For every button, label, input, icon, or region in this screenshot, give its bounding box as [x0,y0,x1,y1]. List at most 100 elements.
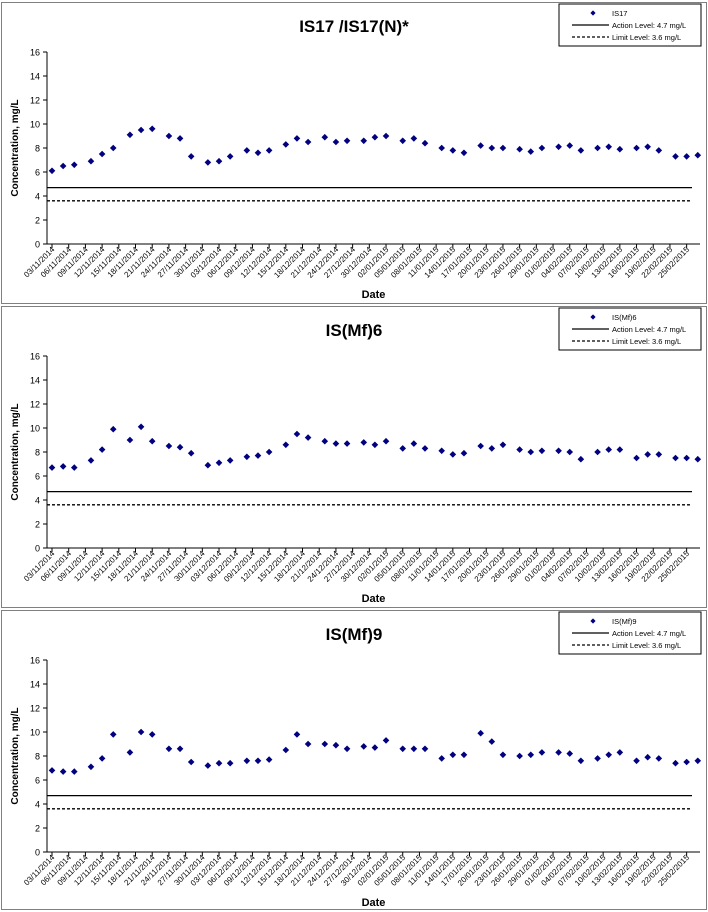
x-axis-title: Date [362,289,386,301]
legend-series-label: IS(Mf)9 [612,617,637,626]
data-point [109,425,117,433]
data-point [410,135,418,142]
legend-limit-label: Limit Level: 3.6 mg/L [612,337,681,346]
data-point [293,135,301,142]
data-point [516,446,523,453]
data-point [293,430,301,438]
data-point [321,133,329,141]
data-point [477,729,484,737]
data-point [59,768,67,775]
y-tick-label: 12 [30,400,40,410]
data-point [538,144,546,152]
data-point [421,139,429,147]
y-tick-label: 8 [35,752,40,762]
data-point [555,447,562,455]
y-tick-label: 16 [30,352,40,362]
data-point [332,138,340,146]
chart-legend: IS(Mf)6 Action Level: 4.7 mg/L Limit Level… [558,307,702,351]
data-point [477,442,484,450]
data-point [148,125,156,133]
data-point [282,746,290,754]
data-point [594,448,601,456]
data-point [304,138,312,146]
y-tick-label: 0 [35,240,40,250]
data-point [176,135,184,142]
data-point [360,439,368,446]
data-point [226,153,234,160]
y-tick-label: 16 [30,48,40,58]
y-tick-label: 2 [35,824,40,834]
data-point [98,755,106,762]
data-point [488,445,496,452]
data-point [605,446,613,453]
data-point [694,455,702,463]
data-point [360,743,368,750]
data-point [672,759,679,767]
data-point [148,437,156,445]
legend-series-marker [590,618,596,624]
data-point [527,148,535,155]
chart-title: IS(Mf)6 [326,321,383,340]
legend-action-label: Action Level: 4.7 mg/L [612,21,686,30]
y-tick-label: 8 [35,144,40,154]
data-point [566,750,574,757]
data-point [527,448,535,456]
data-point [87,457,95,464]
data-point [371,441,379,449]
data-point [70,768,78,775]
data-point [633,757,640,765]
data-point [577,455,585,463]
data-point [176,745,184,753]
y-tick-label: 10 [30,120,40,130]
data-point [176,443,184,451]
data-point [215,459,223,467]
data-point [48,464,56,471]
data-point [137,423,145,431]
data-point [87,157,95,165]
y-tick-label: 10 [30,728,40,738]
data-point [655,147,663,154]
chart-title: IS17 /IS17(N)* [299,17,409,36]
legend-series-label: IS(Mf)6 [612,313,637,322]
legend-series-marker [590,10,596,16]
data-point [460,149,468,157]
data-point [204,762,212,769]
x-axis-title: Date [362,897,386,909]
data-point [683,758,690,766]
data-point [321,740,329,748]
data-point [70,464,78,471]
data-point [371,744,379,751]
data-point [137,126,145,134]
data-point [594,144,601,152]
data-point [293,731,301,738]
y-axis-title: Concentration, mg/L [10,99,21,196]
y-tick-label: 16 [30,656,40,666]
data-point [399,445,407,452]
data-point [265,147,273,154]
chart-panel-border [1,306,707,608]
data-point [655,451,663,458]
data-point [421,745,429,753]
data-point [616,145,624,153]
data-point [538,749,546,756]
data-point [304,434,312,441]
y-tick-label: 14 [30,376,40,386]
legend-box [558,611,702,655]
data-point [594,755,601,762]
legend-limit-label: Limit Level: 3.6 mg/L [612,641,681,650]
chart-panel-border [1,2,707,304]
data-point [282,441,290,449]
data-point [265,756,273,763]
data-point [243,147,251,154]
y-tick-label: 14 [30,72,40,82]
chart-panel-border [1,610,707,910]
data-point [187,449,195,457]
y-tick-label: 6 [35,168,40,178]
chart-title: IS(Mf)9 [326,625,383,644]
data-point [215,157,223,165]
data-point [410,745,418,753]
data-point [87,763,95,771]
data-point [98,150,106,158]
y-tick-label: 4 [35,496,40,506]
